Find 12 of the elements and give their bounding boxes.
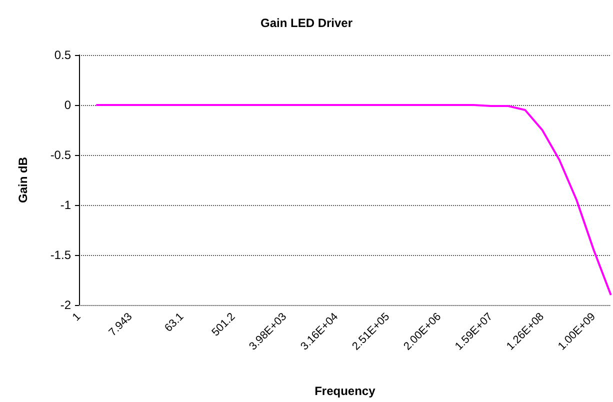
y-tick-label: -1 [60,198,72,212]
line-series [95,104,612,296]
x-tick-label: 1 [70,310,84,324]
x-axis-title: Frequency [314,384,376,398]
chart-title: Gain LED Driver [260,16,353,30]
y-tick-label: 0.5 [54,48,72,62]
y-tick-label: -1.5 [50,248,72,262]
y-tick-label: -0.5 [50,148,72,162]
y-axis-title: Gain dB [16,156,30,204]
x-tick-label: 63.1 [162,310,186,334]
y-tick-label: 0 [64,98,72,112]
y-tick-label: -2 [60,298,72,312]
